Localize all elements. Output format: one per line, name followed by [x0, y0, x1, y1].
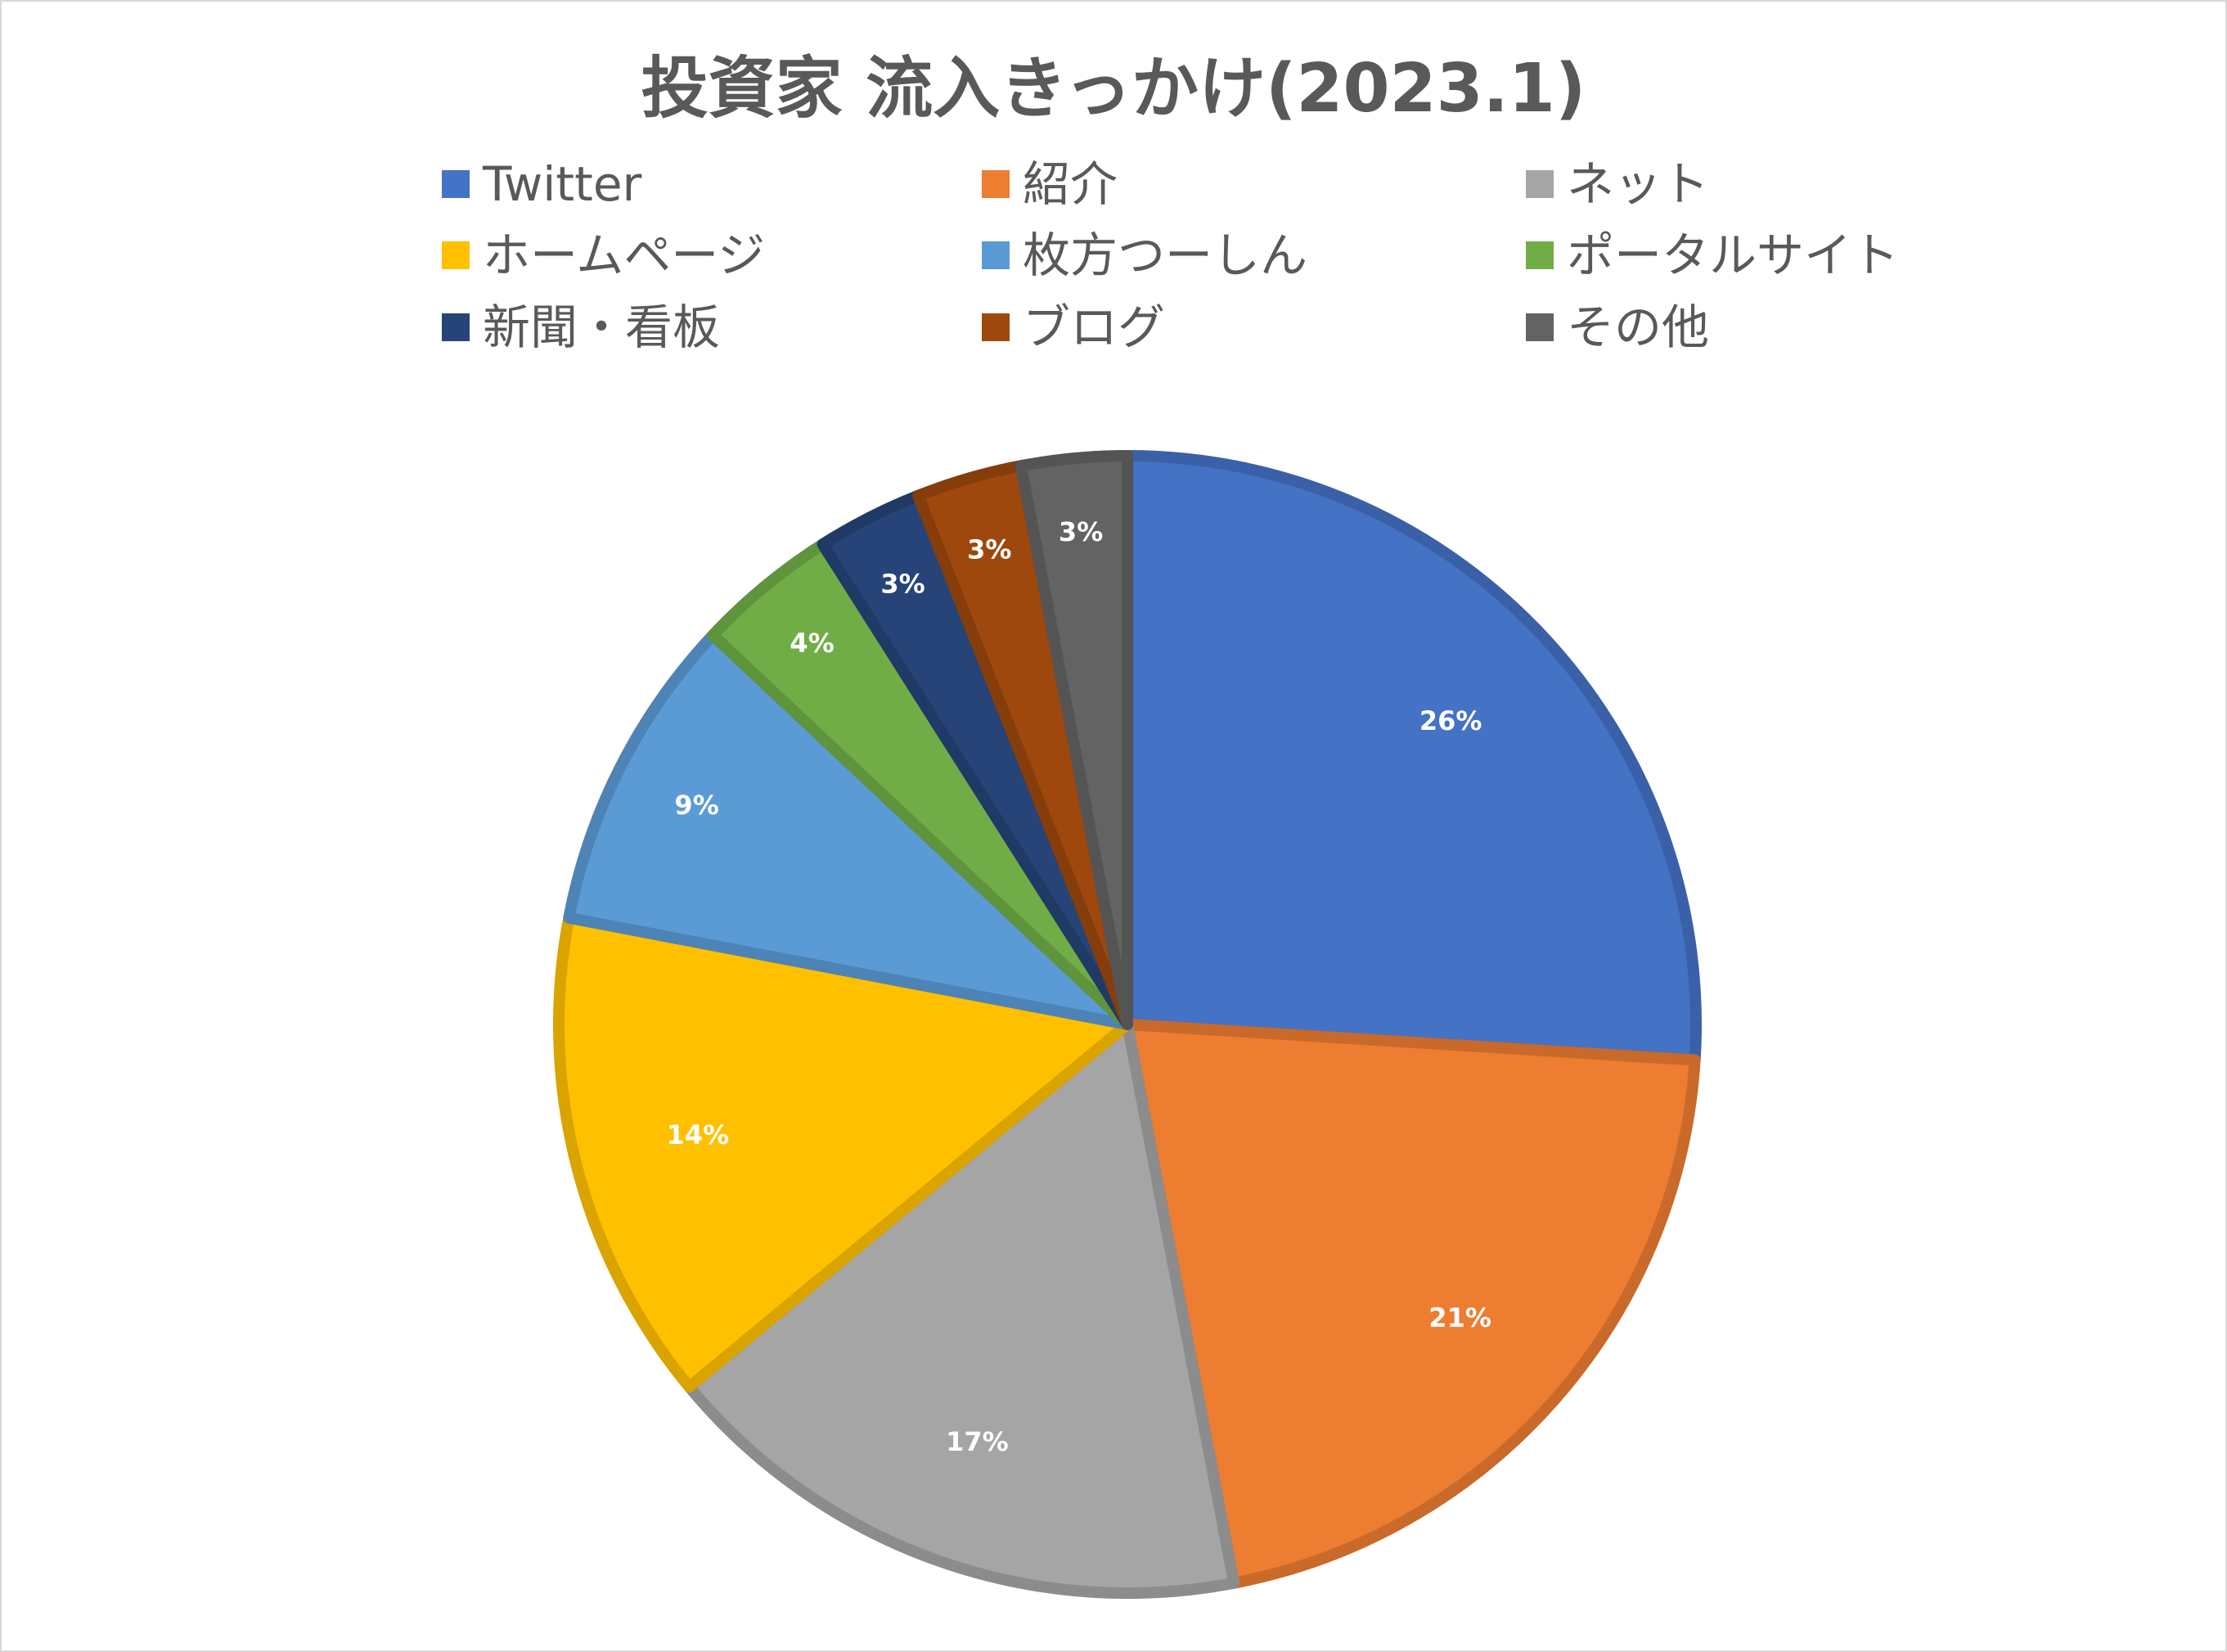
legend-label: その他 — [1567, 299, 1710, 355]
legend-item: 枚方つーしん — [982, 223, 1307, 288]
legend-label: Twitter — [483, 156, 642, 212]
legend-label: ホームページ — [483, 227, 766, 283]
legend-swatch — [442, 170, 470, 198]
pie-slice — [552, 912, 1133, 1393]
legend-swatch — [982, 170, 1010, 198]
pie-slice — [1122, 1019, 1701, 1589]
legend-swatch — [442, 313, 470, 341]
legend-item: その他 — [1526, 295, 1709, 360]
legend-label: 枚方つーしん — [1023, 227, 1308, 283]
data-label: 14% — [667, 1119, 730, 1150]
data-label: 21% — [1428, 1303, 1491, 1334]
legend-swatch — [442, 241, 470, 269]
legend-label: 紹介 — [1023, 156, 1118, 212]
data-label: 3% — [967, 533, 1011, 565]
legend-swatch — [982, 313, 1010, 341]
legend-swatch — [1526, 241, 1554, 269]
legend-label: ブログ — [1023, 299, 1166, 355]
data-label: 4% — [790, 628, 834, 659]
chart-title: 投資家 流入きっかけ(2023.1) — [641, 50, 1586, 128]
legend-item: 新聞・看板 — [442, 295, 720, 360]
data-label: 9% — [674, 790, 718, 821]
legend-label: ポータルサイト — [1567, 227, 1900, 283]
legend-swatch — [1526, 313, 1554, 341]
data-label: 26% — [1419, 705, 1482, 736]
data-label: 17% — [946, 1426, 1009, 1457]
legend-item: Twitter — [442, 151, 641, 217]
legend-item: ブログ — [982, 295, 1165, 360]
legend-item: ホームページ — [442, 223, 765, 288]
data-label: 3% — [880, 568, 925, 599]
legend-label: ネット — [1567, 156, 1710, 212]
legend-swatch — [982, 241, 1010, 269]
pie-slice — [1015, 450, 1133, 1030]
chart-legend: Twitter 紹介 ネットホームページ 枚方つーしん ポータルサイト新聞・看板 ブログ そ… — [0, 0, 2227, 409]
legend-item: ポータルサイト — [1526, 223, 1899, 288]
legend-swatch — [1526, 170, 1554, 198]
legend-label: 新聞・看板 — [483, 299, 721, 355]
legend-item: ネット — [1526, 151, 1709, 217]
data-label: 3% — [1059, 516, 1103, 547]
pie-slice — [1122, 450, 1703, 1066]
pie-slice — [563, 629, 1133, 1030]
pie-slice — [683, 1019, 1240, 1600]
legend-item: 紹介 — [982, 151, 1118, 217]
